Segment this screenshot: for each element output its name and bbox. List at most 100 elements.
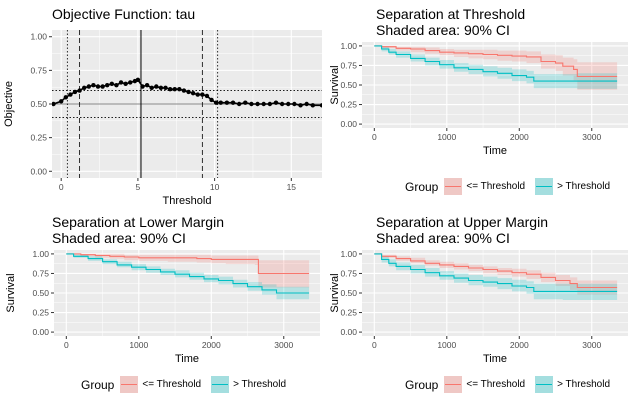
lower-margin-chart-title: Separation at Lower Margin <box>52 214 224 230</box>
upper-margin-legend: Group <= Threshold > Threshold <box>405 376 620 393</box>
x-tick-label: 1000 <box>129 340 148 350</box>
x-tick-label: 1000 <box>437 132 456 142</box>
objective-point <box>186 89 191 95</box>
objective-point <box>261 101 266 107</box>
objective-point <box>140 84 145 89</box>
objective-point <box>135 77 141 82</box>
legend-label-below: <= Threshold <box>466 379 526 390</box>
y-tick-label: 0.50 <box>340 288 357 298</box>
x-axis-label: Time <box>175 353 199 365</box>
above-threshold-survival-line <box>374 253 618 292</box>
objective-point <box>304 101 309 107</box>
x-tick-label: 1000 <box>437 340 456 350</box>
objective-point <box>158 85 164 91</box>
y-tick-label: 0.00 <box>340 327 357 337</box>
y-axis-label: Survival <box>5 273 17 312</box>
y-tick-label: 0.75 <box>30 65 47 75</box>
y-tick-label: 0.50 <box>30 99 47 109</box>
objective-point <box>123 81 128 87</box>
objective-point <box>310 103 315 108</box>
objective-point <box>249 101 254 107</box>
objective-point <box>167 87 173 92</box>
legend-label-below: <= Threshold <box>466 181 526 192</box>
threshold-survival-chart: 0.00 0.25 0.50 0.75 1.00 0 1000 2000 3000 Time Sur… <box>329 41 628 157</box>
objective-point <box>190 91 196 96</box>
legend-label-above: > Threshold <box>557 379 611 390</box>
legend-key-above <box>535 178 554 195</box>
y-axis-label: Survival <box>329 273 341 312</box>
objective-point <box>86 84 92 89</box>
x-tick-label: 2000 <box>202 340 221 350</box>
below-threshold-survival-line <box>66 253 310 275</box>
objective-point <box>118 80 124 85</box>
x-tick-label: 0 <box>372 132 377 142</box>
upper-margin-chart-subtitle: Shaded area: 90% CI <box>376 230 510 246</box>
lower-margin-legend: Group <= Threshold > Threshold <box>81 376 296 393</box>
y-axis-label: Survival <box>329 65 341 104</box>
legend-title: Group <box>405 377 439 392</box>
above-threshold-ci-band <box>374 45 618 89</box>
legend-label-above: > Threshold <box>233 379 287 390</box>
x-tick-label: 0 <box>64 340 69 350</box>
legend-key-below <box>444 376 463 393</box>
y-tick-label: 0.25 <box>32 308 49 318</box>
objective-point <box>204 93 210 99</box>
lower-margin-chart-subtitle: Shaded area: 90% CI <box>52 230 186 246</box>
y-tick-label: 1.00 <box>340 41 357 51</box>
objective-point <box>128 80 133 85</box>
legend-title: Group <box>405 179 439 194</box>
objective-point <box>213 100 219 105</box>
objective-point <box>236 101 242 107</box>
y-tick-label: 0.25 <box>30 133 47 143</box>
x-tick-label: 10 <box>210 182 220 192</box>
objective-point <box>114 82 119 88</box>
x-tick-label: 5 <box>136 182 141 192</box>
objective-point <box>172 87 177 92</box>
objective-point <box>273 100 279 105</box>
y-tick-label: 0.50 <box>340 80 357 90</box>
threshold-chart-subtitle: Shaded area: 90% CI <box>376 22 510 38</box>
objective-point <box>82 85 87 91</box>
x-tick-label: 15 <box>287 182 297 192</box>
y-tick-label: 1.00 <box>30 32 47 42</box>
legend-title: Group <box>81 377 115 392</box>
objective-point <box>95 84 101 89</box>
x-tick-label: 3000 <box>582 340 601 350</box>
objective-point <box>279 101 285 107</box>
objective-point <box>267 101 273 107</box>
y-tick-label: 0.75 <box>32 268 49 278</box>
x-tick-label: 3000 <box>582 132 601 142</box>
objective-point <box>52 101 56 107</box>
objective-point <box>255 101 260 107</box>
upper-margin-survival-chart: 0.00 0.25 0.50 0.75 1.00 0 1000 2000 3000 Time Sur… <box>329 249 628 365</box>
legend-key-below <box>444 178 463 195</box>
objective-point <box>68 92 73 97</box>
objective-point <box>195 92 200 97</box>
objective-point <box>218 100 223 105</box>
objective-point <box>100 84 105 89</box>
x-axis-label: Threshold <box>163 195 212 207</box>
upper-margin-chart-title: Separation at Upper Margin <box>376 214 548 230</box>
above-threshold-ci-band <box>374 253 618 300</box>
x-tick-label: 0 <box>59 182 64 192</box>
x-tick-label: 2000 <box>510 340 529 350</box>
below-threshold-ci-band <box>374 253 618 295</box>
x-tick-label: 0 <box>372 340 377 350</box>
objective-point <box>230 100 236 105</box>
objective-point <box>200 92 205 97</box>
objective-plot-area <box>52 30 322 178</box>
objective-point <box>298 103 303 108</box>
y-tick-label: 0.25 <box>340 100 357 110</box>
above-threshold-survival-line <box>66 253 310 294</box>
objective-point <box>59 99 64 104</box>
below-threshold-survival-line <box>374 253 618 289</box>
y-tick-label: 1.00 <box>340 249 357 259</box>
y-axis-label: Objective <box>3 81 15 127</box>
objective-point <box>177 87 182 92</box>
below-threshold-ci-band <box>66 253 310 288</box>
objective-point <box>91 82 96 88</box>
objective-point <box>286 101 291 107</box>
objective-point <box>224 100 230 105</box>
legend-key-above <box>211 376 230 393</box>
y-tick-label: 1.00 <box>32 249 49 259</box>
